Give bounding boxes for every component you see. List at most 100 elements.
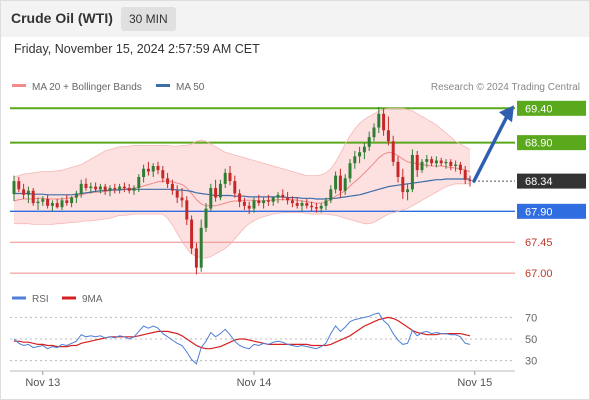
candle-body — [382, 113, 386, 131]
candle-body — [17, 181, 21, 190]
candle-body — [175, 190, 179, 198]
bollinger-lower-line — [14, 183, 470, 259]
rsi-ma-line — [14, 316, 471, 350]
rsi-tick-30: 30 — [525, 356, 537, 368]
candle-body — [449, 161, 453, 166]
price-tag-67.90 — [517, 203, 586, 219]
candle-body — [391, 141, 395, 162]
candle-body — [444, 161, 448, 164]
candle-body — [108, 187, 112, 191]
candle-body — [334, 175, 338, 190]
candle-body — [204, 208, 208, 228]
price-tag-text-68.90: 68.90 — [525, 138, 553, 150]
candle-body — [223, 172, 227, 184]
x-tick-label: Nov 14 — [237, 377, 272, 389]
projection-arrow-shaft — [472, 114, 509, 183]
ma50-line — [14, 178, 470, 200]
candle-body — [425, 159, 429, 162]
candle-body — [439, 160, 443, 164]
candle-body — [290, 200, 294, 204]
candle-body — [31, 190, 35, 204]
candle-body — [103, 186, 107, 191]
candle-body — [454, 164, 458, 166]
candle-body — [218, 183, 222, 198]
candle-body — [266, 200, 270, 202]
candle-body — [46, 198, 50, 206]
candle-body — [463, 170, 467, 180]
candle-body — [55, 203, 59, 208]
candle-body — [319, 205, 323, 209]
candle-body — [362, 146, 366, 153]
candle-body — [228, 172, 232, 182]
candle-body — [242, 201, 246, 206]
candle-body — [84, 183, 88, 188]
candle-body — [41, 198, 45, 202]
candle-body — [386, 130, 390, 142]
candle-body — [127, 187, 131, 191]
candle-body — [22, 189, 26, 195]
candle-body — [420, 161, 424, 171]
candle-body — [257, 200, 261, 204]
source-credit: Research © 2024 Trading Central — [431, 82, 580, 93]
candle-body — [314, 207, 318, 209]
candle-body — [89, 186, 93, 188]
candle-body — [209, 187, 213, 209]
candle-body — [271, 197, 275, 202]
candle-body — [194, 248, 198, 268]
candle-body — [458, 164, 462, 171]
x-tick-label: Nov 13 — [25, 377, 60, 389]
price-tag-text-67.90: 67.90 — [525, 206, 553, 218]
ma50-legend-label: MA 50 — [176, 82, 205, 93]
candle-body — [367, 137, 371, 147]
candle-body — [238, 193, 242, 202]
candle-body — [377, 113, 381, 128]
rsi-line — [13, 312, 471, 365]
candle-body — [79, 183, 83, 194]
candle-body — [26, 190, 30, 195]
candle-body — [70, 197, 74, 204]
candle-body — [310, 205, 314, 208]
candle-body — [146, 168, 150, 172]
candle-body — [343, 178, 347, 191]
x-tick-label: Nov 15 — [457, 377, 492, 389]
price-label-67.00: 67.00 — [525, 268, 553, 280]
candle-body — [410, 155, 414, 190]
candle-body — [415, 155, 419, 171]
candle-body — [329, 189, 333, 201]
candle-body — [113, 187, 117, 190]
candle-body — [60, 200, 64, 208]
candle-body — [137, 176, 141, 188]
bollinger-upper-line — [13, 107, 471, 178]
candle-body — [166, 178, 170, 184]
candle-body — [118, 186, 122, 190]
instrument-title: Crude Oil (WTI) — [11, 10, 113, 26]
header-bar: Crude Oil (WTI) 30 MIN — [0, 0, 590, 37]
candle-body — [132, 187, 136, 191]
candle-body — [372, 127, 376, 138]
candle-body — [401, 176, 405, 193]
ma20-legend-swatch — [12, 84, 26, 87]
candle-body — [286, 197, 290, 201]
candle-body — [434, 160, 438, 164]
candle-body — [300, 203, 304, 206]
candle-body — [161, 170, 165, 179]
candle-body — [276, 194, 280, 198]
candle-body — [338, 175, 342, 191]
candle-body — [156, 165, 160, 171]
candle-body — [430, 159, 434, 164]
candle-body — [281, 194, 285, 198]
candle-body — [185, 200, 189, 220]
candle-body — [65, 200, 69, 204]
candle-body — [233, 181, 237, 194]
candle-body — [94, 186, 98, 190]
price-tag-68.34 — [517, 173, 586, 189]
interval-button[interactable]: 30 MIN — [121, 7, 176, 31]
candle-body — [122, 186, 126, 188]
price-tag-69.40 — [517, 100, 586, 116]
price-tag-68.90 — [517, 135, 586, 151]
rsi-tick-70: 70 — [525, 312, 537, 324]
candle-body — [358, 152, 362, 157]
candle-body — [142, 168, 146, 177]
ma50-legend-swatch — [156, 84, 170, 87]
